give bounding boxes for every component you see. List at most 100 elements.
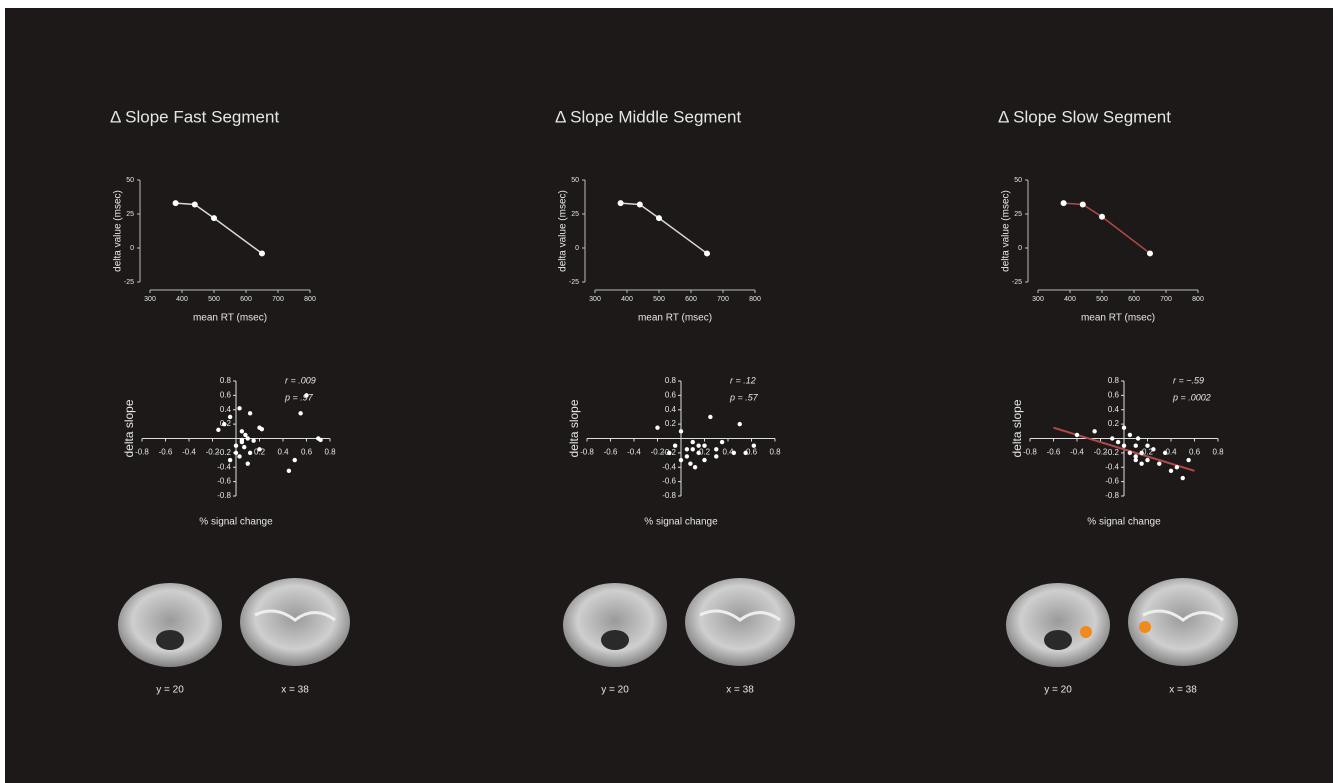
point [1128, 433, 1132, 437]
point [1151, 447, 1155, 451]
x-tick-label: -0.6 [1047, 448, 1061, 457]
x-tick-label: 0.2 [699, 448, 711, 457]
brain-sagittal [240, 578, 350, 666]
y-tick-label: 50 [571, 177, 579, 184]
x-tick-label: 800 [749, 296, 761, 303]
point [732, 451, 736, 455]
x-tick-label: 400 [621, 296, 633, 303]
point [240, 429, 244, 433]
point [173, 200, 179, 206]
activation-blob [1080, 626, 1092, 638]
x-axis-label: mean RT (msec) [1081, 313, 1155, 324]
y-axis-label: delta slope [567, 399, 581, 457]
slice-label: x = 38 [726, 685, 754, 696]
point [243, 433, 247, 437]
x-tick-label: 400 [1064, 296, 1076, 303]
point [192, 201, 198, 207]
point [1136, 436, 1140, 440]
y-tick-label: 0.6 [220, 390, 232, 399]
point [688, 461, 692, 465]
point [1145, 443, 1149, 447]
point [1181, 476, 1185, 480]
point [1169, 469, 1173, 473]
figure: Δ Slope Fast Segment-2502550300400500600… [0, 0, 1338, 783]
point [691, 440, 695, 444]
y-tick-label: 25 [126, 211, 134, 218]
x-tick-label: 0.8 [324, 448, 336, 457]
brain-coronal [563, 583, 667, 667]
x-tick-label: 700 [272, 296, 284, 303]
y-tick-label: 0.2 [665, 419, 677, 428]
point [679, 429, 683, 433]
annotation: p = .0002 [1172, 392, 1211, 402]
point [1157, 461, 1161, 465]
x-tick-label: 500 [208, 296, 220, 303]
point [667, 451, 671, 455]
y-tick-label: -0.8 [662, 491, 676, 500]
point [618, 200, 624, 206]
point [1147, 250, 1153, 256]
x-tick-label: 800 [304, 296, 316, 303]
y-tick-label: 0.8 [220, 376, 232, 385]
point [1163, 451, 1167, 455]
activation-blob [1139, 621, 1151, 633]
y-tick-label: 50 [1014, 177, 1022, 184]
x-tick-label: -0.8 [135, 448, 149, 457]
point [1134, 443, 1138, 447]
x-tick-label: 0.4 [1165, 448, 1177, 457]
point [228, 458, 232, 462]
brain-coronal [1006, 583, 1110, 667]
x-tick-label: -0.2 [206, 448, 220, 457]
point [1122, 443, 1126, 447]
point [228, 415, 232, 419]
point [1134, 458, 1138, 462]
point [637, 201, 643, 207]
x-tick-label: 500 [1096, 296, 1108, 303]
x-tick-label: 0.6 [301, 448, 313, 457]
x-tick-label: -0.2 [651, 448, 665, 457]
y-tick-label: 0 [1018, 245, 1022, 252]
x-tick-label: 400 [176, 296, 188, 303]
y-tick-label: -0.6 [1105, 477, 1119, 486]
point [655, 426, 659, 430]
x-tick-label: 0.8 [769, 448, 781, 457]
x-tick-label: -0.4 [1070, 448, 1084, 457]
annotation: p = .97 [284, 392, 314, 402]
y-tick-label: 0.8 [665, 376, 677, 385]
x-tick-label: -0.8 [580, 448, 594, 457]
x-tick-label: 600 [240, 296, 252, 303]
point [1075, 433, 1079, 437]
y-tick-label: 0.6 [665, 390, 677, 399]
point [1139, 451, 1143, 455]
x-tick-label: 500 [653, 296, 665, 303]
point [1116, 440, 1120, 444]
point [234, 443, 238, 447]
point [222, 422, 226, 426]
point [211, 215, 217, 221]
y-tick-label: -0.8 [217, 491, 231, 500]
point [720, 440, 724, 444]
point [696, 451, 700, 455]
chart-title: Δ Slope Middle Segment [555, 107, 741, 126]
point [691, 447, 695, 451]
x-tick-label: 700 [717, 296, 729, 303]
point [696, 443, 700, 447]
chart-title: Δ Slope Fast Segment [110, 107, 279, 126]
point [656, 215, 662, 221]
point [246, 436, 250, 440]
brain-detail [601, 630, 629, 650]
y-axis-label: delta slope [122, 399, 136, 457]
x-tick-label: -0.8 [1023, 448, 1037, 457]
point [1122, 426, 1126, 430]
y-tick-label: 25 [571, 211, 579, 218]
slice-label: y = 20 [601, 685, 629, 696]
point [257, 447, 261, 451]
brain-coronal [118, 583, 222, 667]
y-axis-label: delta value (msec) [558, 190, 569, 272]
point [237, 406, 241, 410]
slice-label: x = 38 [1169, 685, 1197, 696]
x-tick-label: 300 [589, 296, 601, 303]
point [673, 443, 677, 447]
x-tick-label: 800 [1192, 296, 1204, 303]
x-tick-label: -0.4 [182, 448, 196, 457]
